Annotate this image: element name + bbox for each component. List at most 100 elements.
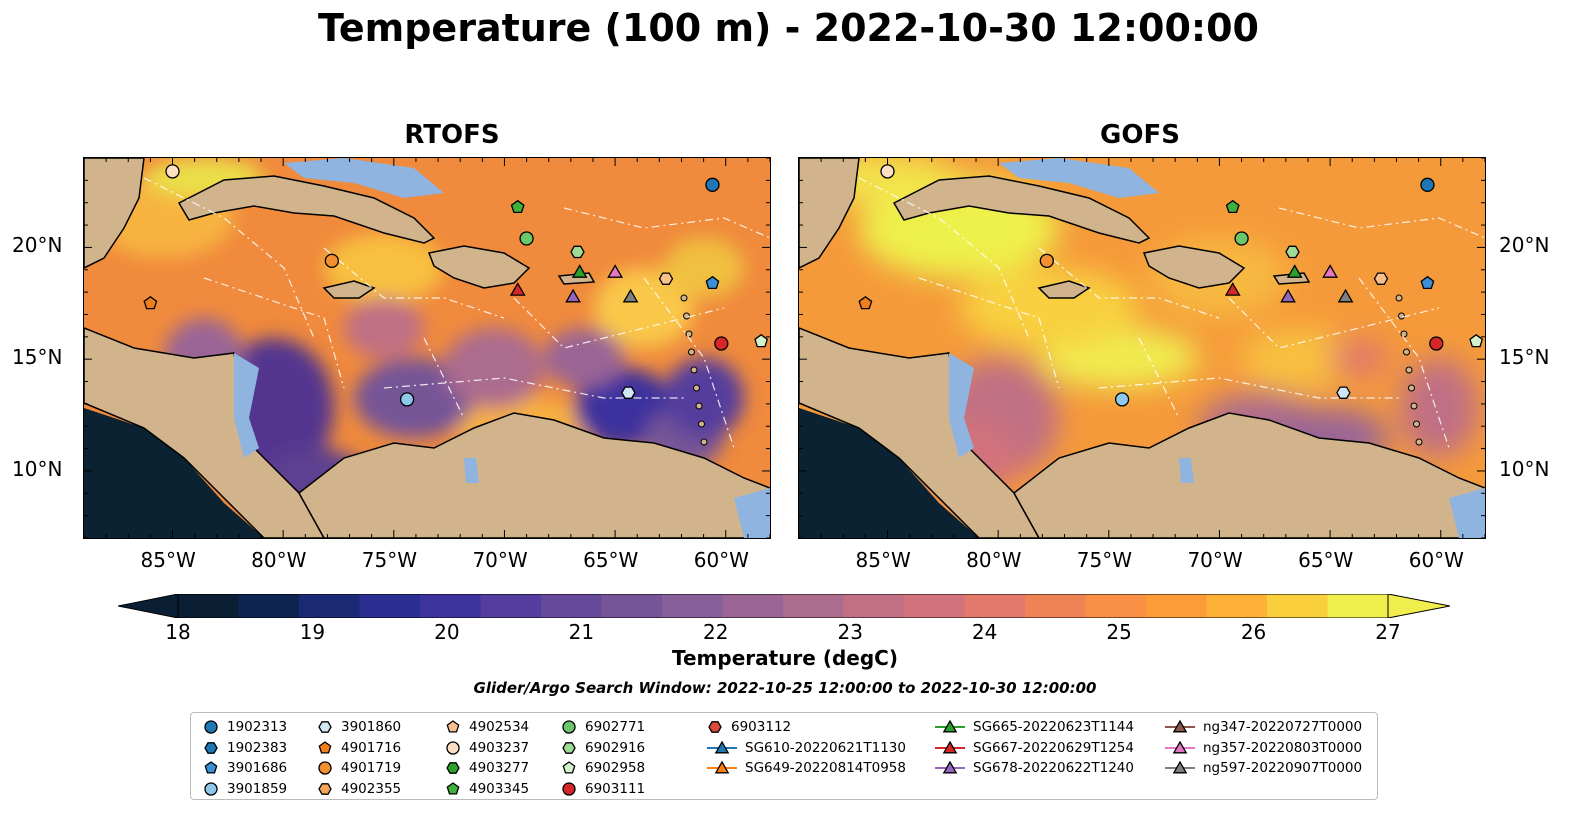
legend-marker[interactable] [318, 782, 332, 795]
legend-marker[interactable] [1172, 760, 1188, 774]
legend-marker[interactable] [562, 761, 576, 774]
legend-marker[interactable] [204, 741, 218, 754]
legend-marker[interactable] [1172, 740, 1188, 754]
legend-marker[interactable] [562, 741, 576, 754]
search-window-text: Glider/Argo Search Window: 2022-10-25 12… [473, 679, 1097, 697]
observation-marker[interactable] [1114, 392, 1130, 407]
legend-marker[interactable] [446, 720, 460, 733]
legend-marker[interactable] [942, 719, 958, 733]
observation-marker[interactable] [1336, 386, 1351, 399]
legend-item: 4903237 [445, 738, 529, 759]
legend-marker-icon [318, 782, 332, 795]
observation-marker[interactable] [570, 245, 585, 259]
colorbar-tick-label: 23 [837, 620, 863, 644]
legend-marker-icon [204, 720, 218, 734]
observation-marker[interactable] [143, 295, 158, 310]
observation-marker[interactable] [1224, 282, 1241, 296]
lat-tick-label: 10°N [1499, 456, 1550, 481]
legend-label: SG649-20220814T0958 [745, 760, 906, 777]
observation-marker[interactable] [1039, 253, 1054, 268]
observation-marker[interactable] [571, 264, 588, 278]
colorbar-segment [601, 594, 663, 618]
colorbar-segment [722, 594, 784, 618]
observation-marker[interactable] [1469, 333, 1484, 348]
legend-marker[interactable] [204, 782, 218, 796]
lon-tick-label: 85°W [140, 548, 196, 572]
legend-marker[interactable] [714, 760, 730, 774]
observation-marker[interactable] [1286, 264, 1303, 278]
legend-marker[interactable] [942, 760, 958, 774]
observation-marker[interactable] [1429, 336, 1444, 351]
observation-marker[interactable] [607, 264, 624, 278]
legend-marker[interactable] [562, 720, 576, 734]
map-rtofs[interactable] [83, 157, 771, 539]
colorbar-tick-label: 25 [1106, 620, 1132, 644]
observation-marker[interactable] [1322, 264, 1339, 278]
observation-marker[interactable] [858, 295, 873, 310]
legend-marker[interactable] [1172, 719, 1188, 733]
legend-marker-icon [318, 721, 332, 734]
legend-marker[interactable] [318, 740, 332, 754]
lon-tick-label: 60°W [693, 548, 749, 572]
legend-marker[interactable] [318, 721, 332, 734]
observation-marker[interactable] [1420, 177, 1435, 192]
legend-item: SG665-20220623T1144 [935, 717, 1134, 738]
legend-label: ng597-20220907T0000 [1203, 760, 1363, 777]
legend-marker[interactable] [446, 762, 460, 775]
legend-marker-icon [707, 760, 737, 774]
observation-marker[interactable] [1337, 288, 1354, 303]
legend-marker[interactable] [446, 781, 460, 795]
observation-marker[interactable] [621, 386, 636, 399]
observation-marker[interactable] [510, 199, 525, 214]
observation-marker[interactable] [714, 336, 729, 351]
legend-marker[interactable] [204, 761, 218, 774]
legend-item: 6902958 [561, 758, 645, 779]
legend-marker[interactable] [318, 761, 332, 775]
observation-marker[interactable] [658, 272, 674, 285]
legend-marker[interactable] [446, 741, 460, 755]
legend-marker-icon [204, 741, 218, 754]
colorbar-segment [541, 594, 602, 618]
observation-marker[interactable] [705, 275, 720, 290]
lon-tick-label: 75°W [1076, 548, 1133, 572]
legend-marker[interactable] [708, 721, 722, 734]
lon-tick-label: 75°W [361, 548, 418, 572]
observation-marker[interactable] [1225, 199, 1240, 214]
legend-item: 3901686 [203, 758, 287, 779]
legend-marker-icon [318, 740, 332, 754]
lon-tick-label: 85°W [855, 548, 911, 572]
observation-marker[interactable] [1420, 275, 1435, 290]
legend-marker-icon [562, 741, 576, 754]
observation-markers [858, 164, 1484, 407]
observation-marker[interactable] [705, 177, 720, 192]
legend-marker[interactable] [942, 740, 958, 754]
legend-item: 6903112 [707, 717, 906, 738]
legend-item: SG667-20220629T1254 [935, 738, 1134, 759]
observation-marker[interactable] [622, 288, 639, 303]
legend-item: 6903111 [561, 779, 645, 800]
legend-marker-icon [1165, 719, 1195, 733]
observation-marker[interactable] [324, 253, 339, 268]
legend-marker[interactable] [562, 782, 576, 796]
lon-tick-label: 65°W [1298, 548, 1354, 572]
observation-marker[interactable] [1234, 231, 1249, 246]
colorbar-tick-label: 24 [971, 620, 998, 644]
observation-marker[interactable] [565, 288, 581, 303]
eez-boundaries [858, 177, 1485, 449]
observation-marker[interactable] [880, 164, 895, 179]
observation-marker[interactable] [1280, 288, 1296, 303]
observation-marker[interactable] [399, 392, 415, 407]
observation-marker[interactable] [165, 164, 180, 179]
legend-label: 6903112 [731, 719, 792, 736]
observation-marker[interactable] [1285, 245, 1300, 259]
colorbar-segment [964, 594, 1026, 618]
legend-marker[interactable] [204, 720, 218, 734]
colorbar-tick-label: 26 [1240, 620, 1267, 644]
legend-marker[interactable] [714, 740, 730, 754]
observation-marker[interactable] [1373, 272, 1389, 285]
map-gofs[interactable] [798, 157, 1486, 539]
observation-marker[interactable] [509, 282, 526, 296]
observation-marker[interactable] [754, 333, 769, 348]
colorbar-tick-label: 21 [568, 620, 595, 644]
observation-marker[interactable] [519, 231, 534, 246]
